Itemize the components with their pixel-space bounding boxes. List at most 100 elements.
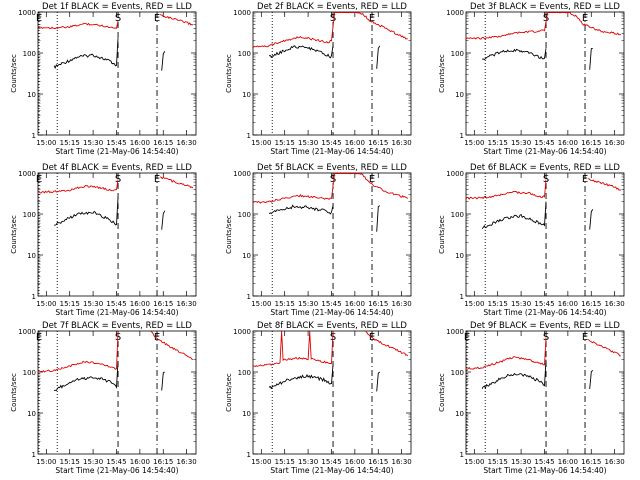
events-series-line xyxy=(589,369,594,389)
chart-title: Det 9f BLACK = Events, RED = LLD xyxy=(470,321,620,331)
event-marker-label: E xyxy=(369,13,375,24)
y-tick-label: 10 xyxy=(242,410,251,418)
x-tick-label: 15:00 xyxy=(464,458,484,466)
y-axis-label: Counts/sec xyxy=(10,215,18,254)
chart-panel: Det 9f BLACK = Events, RED = LLD 1 10 100 10… xyxy=(438,321,625,475)
events-series-line xyxy=(268,364,334,390)
y-tick-label: 1000 xyxy=(18,170,36,178)
chart-title: Det 7f BLACK = Events, RED = LLD xyxy=(42,321,192,331)
y-tick-label: 1 xyxy=(247,451,251,459)
x-tick-label: 15:30 xyxy=(83,300,103,308)
y-tick-label: 1 xyxy=(460,132,464,140)
events-series-line xyxy=(53,361,119,392)
x-tick-label: 15:00 xyxy=(464,139,484,147)
x-tick-label: 15:30 xyxy=(83,458,103,466)
x-tick-label: 15:15 xyxy=(275,300,295,308)
x-tick-label: 15:30 xyxy=(83,139,103,147)
events-series-line xyxy=(53,38,119,70)
events-series-line xyxy=(268,45,334,59)
event-marker-label: E xyxy=(582,174,588,185)
x-tick-label: 16:15 xyxy=(368,300,388,308)
lld-series-line xyxy=(159,14,194,26)
lld-series-line xyxy=(150,331,194,361)
y-tick-label: 1 xyxy=(247,293,251,301)
y-tick-label: 1000 xyxy=(446,9,464,17)
y-axis-label: Counts/sec xyxy=(10,54,18,93)
y-tick-label: 10 xyxy=(242,252,251,260)
chart-title: Det 5f BLACK = Events, RED = LLD xyxy=(257,163,407,173)
event-marker-label: E xyxy=(154,13,160,24)
plot-frame xyxy=(37,11,197,136)
x-tick-label: 15:15 xyxy=(275,458,295,466)
event-marker-label: S xyxy=(115,13,121,24)
chart-title: Det 1f BLACK = Events, RED = LLD xyxy=(42,2,192,12)
event-marker-label: E xyxy=(464,332,470,343)
x-axis-label: Start Time (21-May-06 14:54:40) xyxy=(55,147,178,156)
x-tick-label: 16:30 xyxy=(392,300,412,308)
x-tick-label: 15:30 xyxy=(511,300,531,308)
plot-frame xyxy=(465,172,625,297)
x-axis-label: Start Time (21-May-06 14:54:40) xyxy=(55,308,178,317)
y-tick-label: 1000 xyxy=(233,328,251,336)
x-tick-label: 15:30 xyxy=(298,300,318,308)
x-tick-label: 16:15 xyxy=(581,300,601,308)
x-axis-label: Start Time (21-May-06 14:54:40) xyxy=(483,147,606,156)
plot-frame xyxy=(465,11,625,136)
x-tick-label: 15:15 xyxy=(488,458,508,466)
event-marker-label: E xyxy=(154,174,160,185)
x-tick-label: 15:30 xyxy=(298,139,318,147)
x-tick-label: 16:00 xyxy=(345,139,365,147)
x-axis-label: Start Time (21-May-06 14:54:40) xyxy=(270,308,393,317)
events-series-line xyxy=(376,205,381,232)
lld-series-line xyxy=(37,331,119,373)
x-tick-label: 15:30 xyxy=(511,139,531,147)
chart-panel: Det 6f BLACK = Events, RED = LLD 1 10 100 10… xyxy=(438,163,625,317)
x-tick-label: 15:00 xyxy=(36,300,56,308)
event-marker-label: E xyxy=(582,13,588,24)
y-axis-label: Counts/sec xyxy=(10,373,18,412)
lld-series-line xyxy=(37,21,119,30)
x-tick-label: 16:30 xyxy=(392,458,412,466)
chart-panel: Det 3f BLACK = Events, RED = LLD 1 10 100 10… xyxy=(438,2,625,156)
event-marker-label: E xyxy=(369,174,375,185)
x-axis-label: Start Time (21-May-06 14:54:40) xyxy=(270,466,393,475)
y-tick-label: 1 xyxy=(460,451,464,459)
x-tick-label: 16:15 xyxy=(581,139,601,147)
x-tick-label: 16:30 xyxy=(177,139,197,147)
x-tick-label: 15:00 xyxy=(251,139,271,147)
x-axis-label: Start Time (21-May-06 14:54:40) xyxy=(55,466,178,475)
y-tick-label: 1 xyxy=(247,132,251,140)
x-tick-label: 15:45 xyxy=(321,300,341,308)
events-series-line xyxy=(376,45,381,69)
events-series-line xyxy=(481,359,547,390)
plot-frame xyxy=(37,330,197,455)
chart-panel: Det 1f BLACK = Events, RED = LLD 1 10 100 10… xyxy=(10,2,197,156)
y-tick-label: 10 xyxy=(27,410,36,418)
x-tick-label: 16:30 xyxy=(605,458,625,466)
plot-frame xyxy=(252,11,412,136)
event-marker-label: E xyxy=(36,13,42,24)
x-tick-label: 16:15 xyxy=(368,139,388,147)
y-tick-label: 10 xyxy=(455,252,464,260)
chart-title: Det 6f BLACK = Events, RED = LLD xyxy=(470,163,620,173)
lld-series-line xyxy=(588,178,622,191)
chart-title: Det 8f BLACK = Events, RED = LLD xyxy=(257,321,407,331)
lld-series-line xyxy=(252,11,409,49)
plot-frame xyxy=(37,172,197,297)
y-tick-label: 1000 xyxy=(446,170,464,178)
x-tick-label: 16:00 xyxy=(130,458,150,466)
chart-panel: Det 2f BLACK = Events, RED = LLD 1 10 100 10… xyxy=(225,2,412,156)
x-tick-label: 16:15 xyxy=(153,139,173,147)
x-axis-label: Start Time (21-May-06 14:54:40) xyxy=(270,147,393,156)
event-marker-label: E xyxy=(582,332,588,343)
y-tick-label: 1 xyxy=(32,451,36,459)
events-series-line xyxy=(54,197,119,226)
x-tick-label: 15:45 xyxy=(106,139,126,147)
lld-series-line xyxy=(159,176,194,189)
x-tick-label: 15:30 xyxy=(511,458,531,466)
y-axis-label: Counts/sec xyxy=(225,54,233,93)
y-tick-label: 1 xyxy=(460,293,464,301)
x-tick-label: 16:00 xyxy=(130,139,150,147)
event-marker-label: S xyxy=(330,174,336,185)
y-tick-label: 10 xyxy=(27,91,36,99)
